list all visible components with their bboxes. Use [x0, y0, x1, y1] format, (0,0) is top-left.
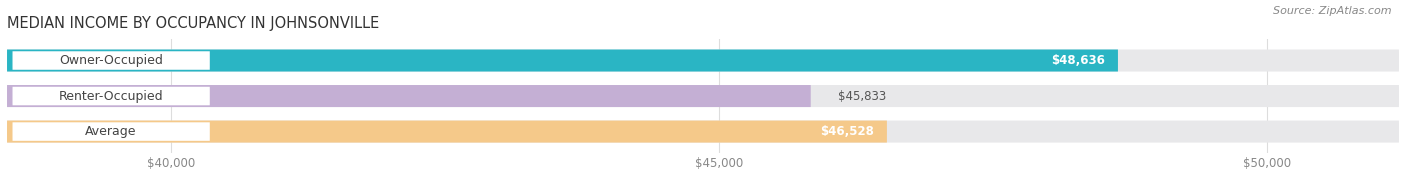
FancyBboxPatch shape: [13, 51, 209, 70]
FancyBboxPatch shape: [7, 50, 1118, 72]
FancyBboxPatch shape: [7, 85, 1399, 107]
FancyBboxPatch shape: [7, 50, 1399, 72]
Text: $45,833: $45,833: [838, 90, 886, 103]
FancyBboxPatch shape: [13, 122, 209, 141]
Text: MEDIAN INCOME BY OCCUPANCY IN JOHNSONVILLE: MEDIAN INCOME BY OCCUPANCY IN JOHNSONVIL…: [7, 16, 380, 31]
Text: $46,528: $46,528: [820, 125, 873, 138]
Text: Average: Average: [86, 125, 136, 138]
FancyBboxPatch shape: [7, 121, 1399, 142]
Text: Source: ZipAtlas.com: Source: ZipAtlas.com: [1274, 6, 1392, 16]
Text: Renter-Occupied: Renter-Occupied: [59, 90, 163, 103]
Text: Owner-Occupied: Owner-Occupied: [59, 54, 163, 67]
FancyBboxPatch shape: [7, 121, 887, 142]
Text: $48,636: $48,636: [1050, 54, 1105, 67]
FancyBboxPatch shape: [7, 85, 811, 107]
FancyBboxPatch shape: [13, 87, 209, 105]
